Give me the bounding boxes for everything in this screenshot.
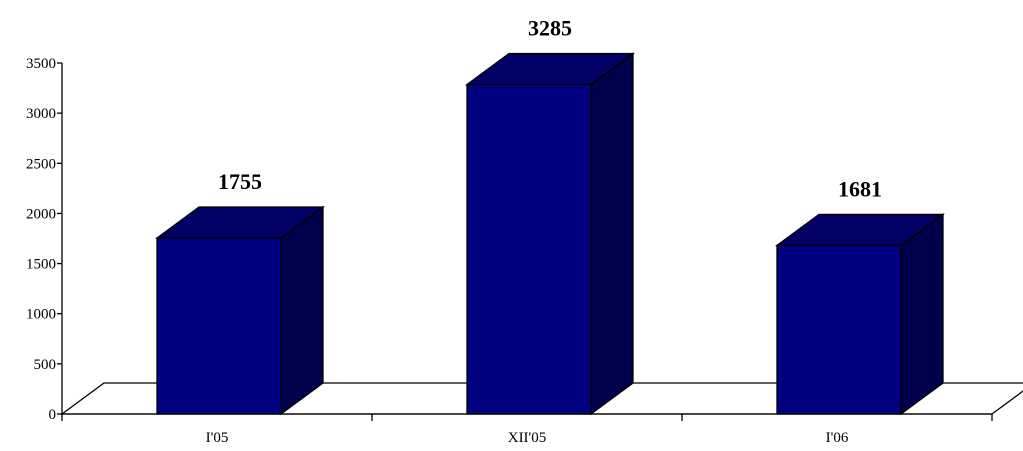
y-tick-label: 2500 bbox=[26, 156, 56, 172]
bar-front-face bbox=[467, 85, 591, 414]
bars bbox=[157, 54, 943, 414]
x-axis: I'05 XII'05 I'06 bbox=[62, 414, 992, 446]
data-label: 3285 bbox=[528, 16, 572, 41]
y-tick-label: 3500 bbox=[26, 56, 56, 72]
bar-front-face bbox=[157, 238, 281, 414]
y-tick-label: 2000 bbox=[26, 206, 56, 222]
y-tick-label: 3000 bbox=[26, 106, 56, 122]
bar-1 bbox=[157, 207, 323, 414]
x-category-label: XII'05 bbox=[508, 430, 547, 446]
bar-3 bbox=[777, 214, 943, 414]
bar-2 bbox=[467, 54, 633, 414]
bar-front-face bbox=[777, 245, 901, 414]
y-tick-label: 1000 bbox=[26, 307, 56, 323]
y-axis: 0 500 1000 1500 2000 2500 3000 3500 bbox=[26, 56, 62, 423]
y-tick-label: 500 bbox=[34, 357, 57, 373]
data-label: 1755 bbox=[218, 169, 262, 194]
x-category-label: I'05 bbox=[206, 430, 229, 446]
y-tick-label: 1500 bbox=[26, 257, 56, 273]
data-label: 1681 bbox=[838, 176, 882, 201]
bar-side-face bbox=[901, 214, 943, 414]
y-tick-label: 0 bbox=[49, 407, 57, 423]
bar-side-face bbox=[591, 54, 633, 414]
x-category-label: I'06 bbox=[826, 430, 849, 446]
bar-side-face bbox=[281, 207, 323, 414]
